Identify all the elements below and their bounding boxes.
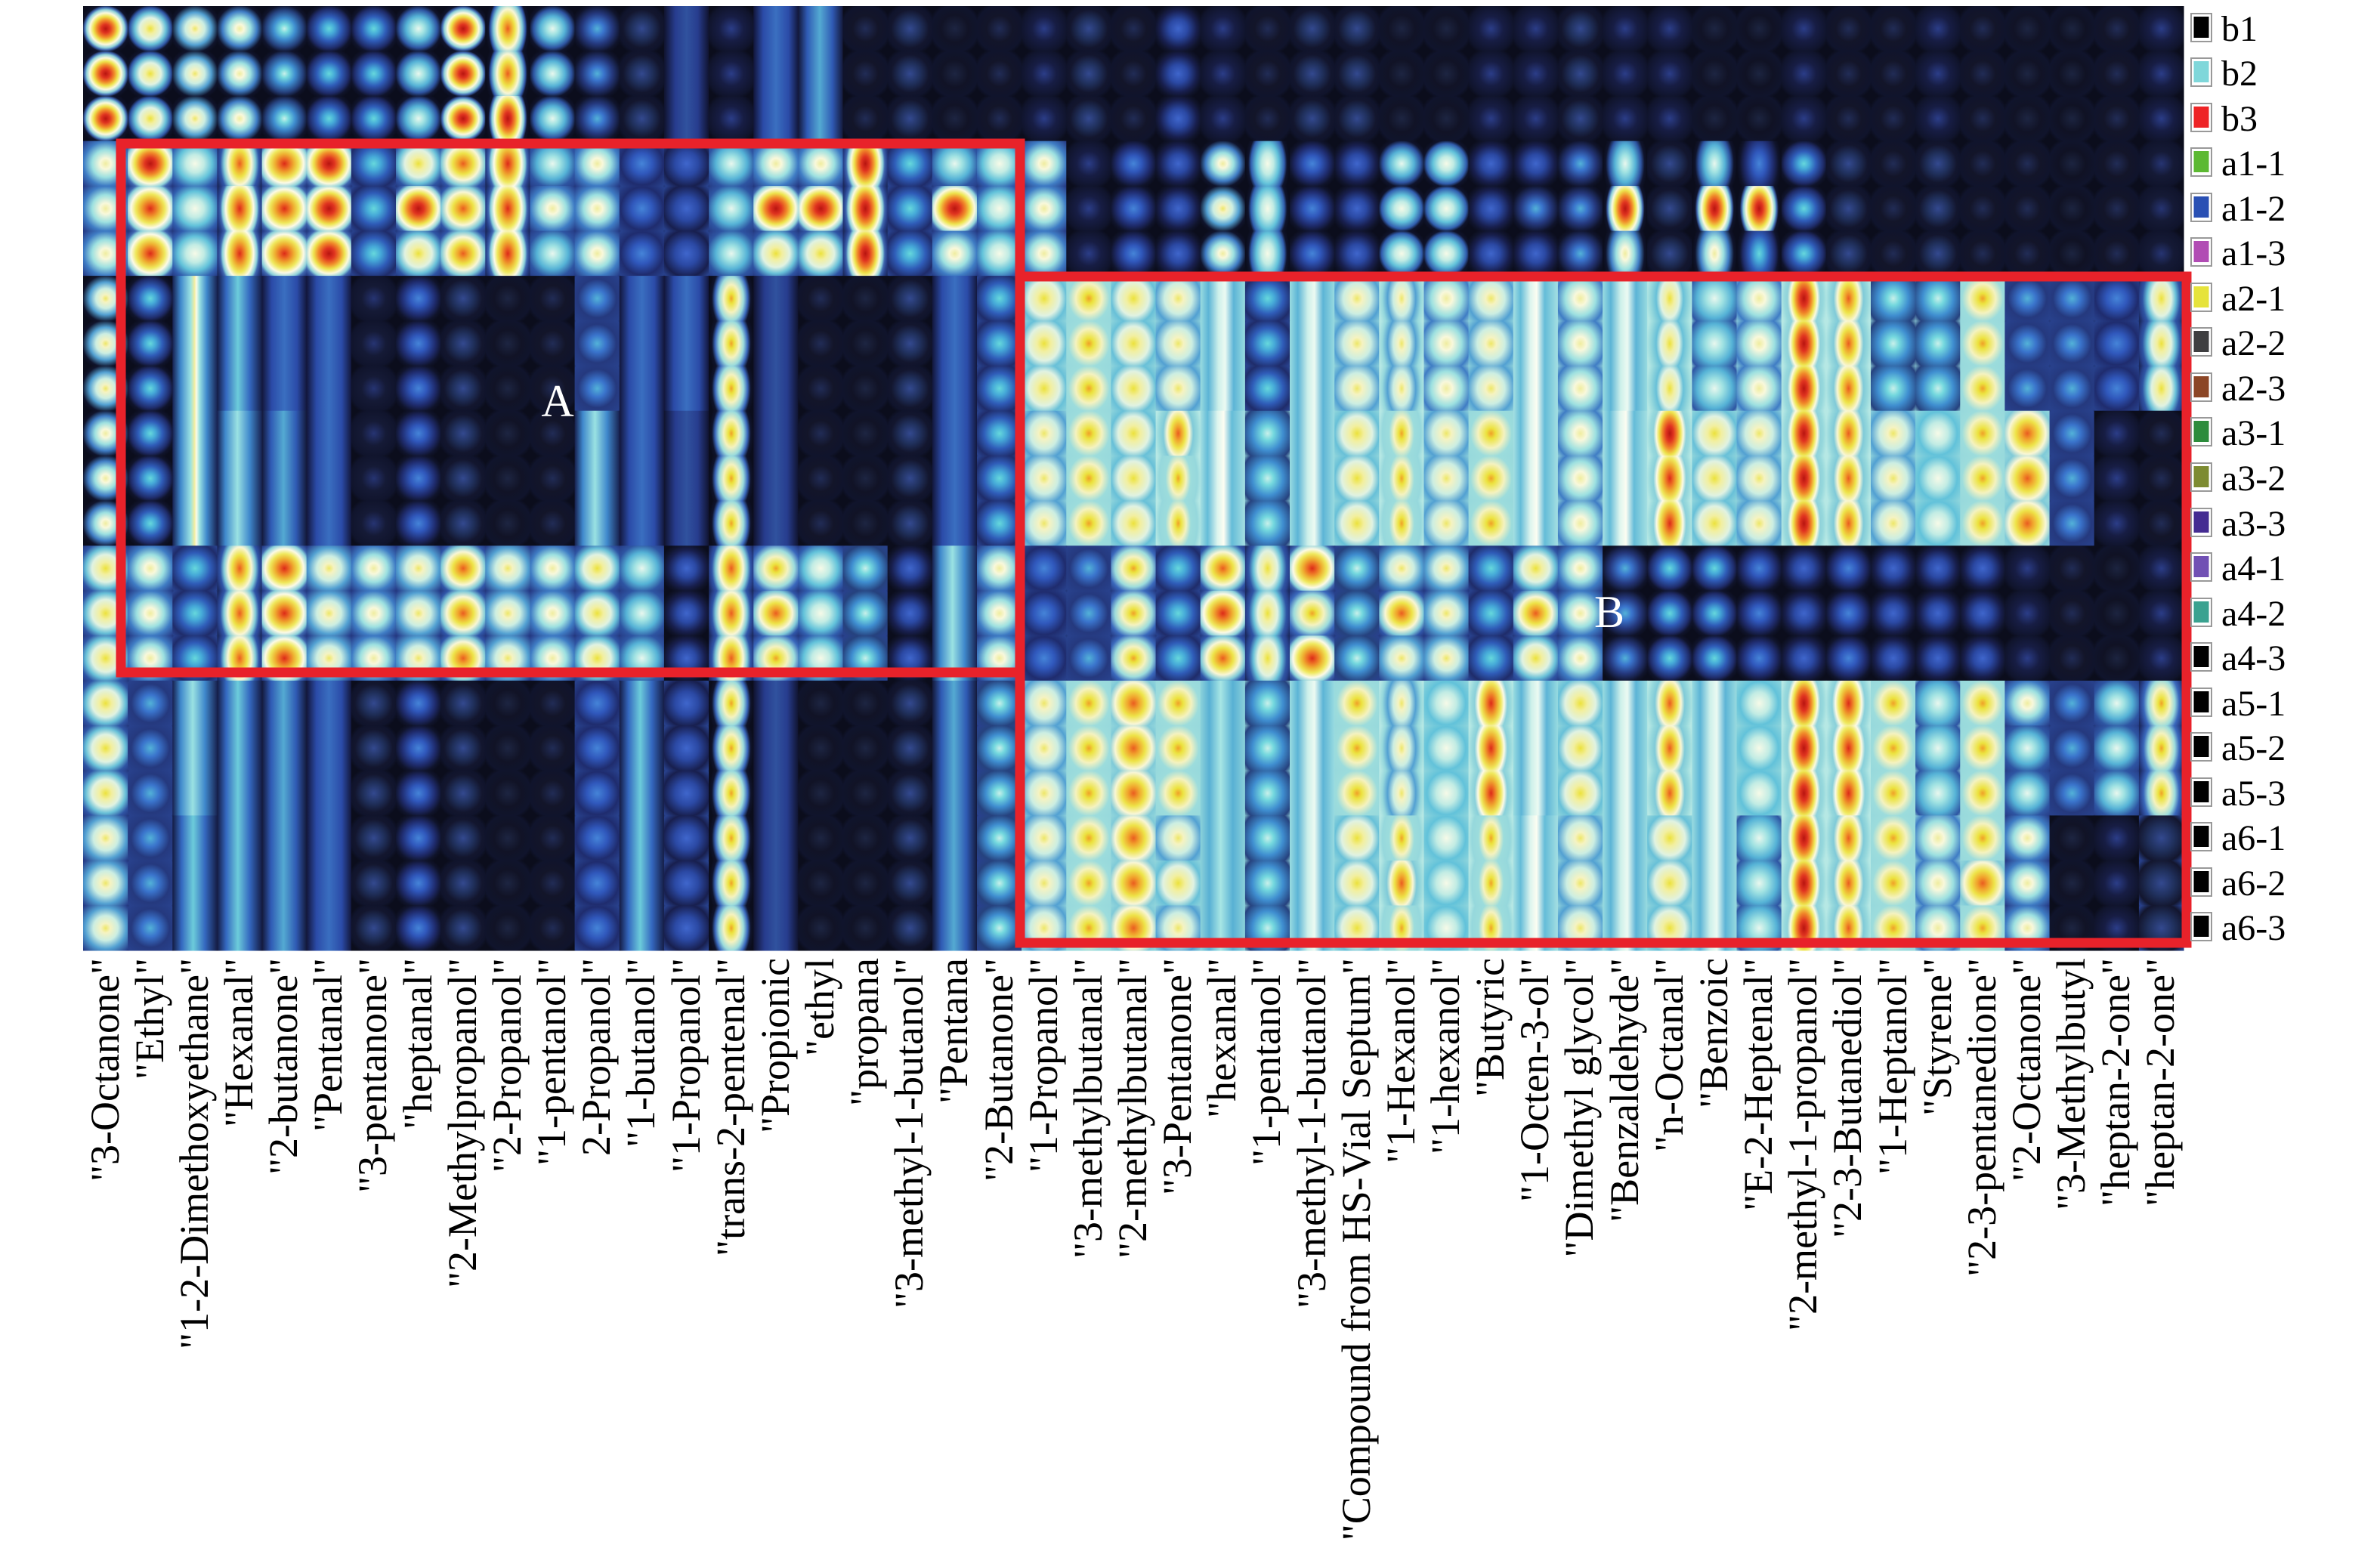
svg-text:"n-Octanal": "n-Octanal" <box>1646 958 1692 1152</box>
svg-text:"hexanal": "hexanal" <box>1199 958 1244 1118</box>
svg-text:"propana: "propana <box>842 958 887 1106</box>
svg-text:b2: b2 <box>2221 54 2258 94</box>
svg-text:a3-1: a3-1 <box>2221 413 2286 453</box>
svg-text:"1-Propanol": "1-Propanol" <box>663 958 709 1173</box>
svg-text:a5-3: a5-3 <box>2221 774 2286 814</box>
svg-text:"trans-2-pentenal": "trans-2-pentenal" <box>708 958 753 1256</box>
svg-text:"ethyl: "ethyl <box>797 958 842 1056</box>
svg-text:a1-2: a1-2 <box>2221 189 2286 229</box>
svg-text:"2-butanone": "2-butanone" <box>261 958 306 1175</box>
svg-text:"E-2-Heptenal": "E-2-Heptenal" <box>1736 958 1781 1211</box>
svg-text:"2-Propanol": "2-Propanol" <box>484 958 530 1173</box>
svg-text:"Butyric: "Butyric <box>1467 958 1513 1097</box>
svg-text:"2-Butanone": "2-Butanone" <box>976 958 1022 1182</box>
svg-text:"1-Propanol": "1-Propanol" <box>1021 958 1066 1173</box>
svg-text:a2-2: a2-2 <box>2221 323 2286 363</box>
svg-text:"3-methylbutanal": "3-methylbutanal" <box>1065 958 1111 1259</box>
svg-text:"Pentanal": "Pentanal" <box>305 958 351 1132</box>
svg-text:"1-butanol": "1-butanol" <box>618 958 663 1148</box>
svg-text:b1: b1 <box>2221 9 2258 49</box>
svg-text:b3: b3 <box>2221 99 2258 139</box>
svg-text:"2-methyl-1-propanol": "2-methyl-1-propanol" <box>1780 958 1825 1331</box>
svg-text:"2-3-pentanedione": "2-3-pentanedione" <box>1959 958 2004 1277</box>
svg-text:"Dimethyl glycol": "Dimethyl glycol" <box>1556 958 1602 1258</box>
svg-text:"3-Methylbutyl: "3-Methylbutyl <box>2048 958 2094 1210</box>
svg-text:"1-2-Dimethoxyethane": "1-2-Dimethoxyethane" <box>172 958 217 1349</box>
svg-text:"2-Methylpropanol": "2-Methylpropanol" <box>440 958 485 1288</box>
svg-text:a2-3: a2-3 <box>2221 369 2286 409</box>
svg-text:2-Propanol": 2-Propanol" <box>573 958 619 1156</box>
svg-text:A: A <box>541 376 573 426</box>
svg-text:a4-1: a4-1 <box>2221 548 2286 589</box>
svg-text:a2-1: a2-1 <box>2221 279 2286 319</box>
svg-text:"Propionic: "Propionic <box>753 958 798 1133</box>
svg-text:"2-Octanone": "2-Octanone" <box>2004 958 2049 1182</box>
svg-text:"3-Pentanone": "3-Pentanone" <box>1154 958 1200 1195</box>
svg-text:"3-Octanone": "3-Octanone" <box>82 958 128 1182</box>
svg-text:"heptan-2-one": "heptan-2-one" <box>2093 958 2138 1207</box>
svg-text:"3-methyl-1-butanol": "3-methyl-1-butanol" <box>1289 958 1334 1309</box>
svg-text:a6-2: a6-2 <box>2221 864 2286 904</box>
svg-text:"heptan-2-one": "heptan-2-one" <box>2137 958 2183 1207</box>
svg-text:"Hexanal": "Hexanal" <box>216 958 261 1127</box>
svg-text:a6-1: a6-1 <box>2221 818 2286 858</box>
svg-text:"Ethyl": "Ethyl" <box>127 958 172 1080</box>
svg-text:"1-Octen-3-ol": "1-Octen-3-ol" <box>1512 958 1557 1202</box>
svg-text:a5-2: a5-2 <box>2221 728 2286 768</box>
svg-text:"Benzaldehyde": "Benzaldehyde" <box>1602 958 1647 1222</box>
svg-text:"3-methyl-1-butanol": "3-methyl-1-butanol" <box>886 958 932 1309</box>
svg-text:a3-3: a3-3 <box>2221 504 2286 544</box>
svg-text:a1-1: a1-1 <box>2221 144 2286 184</box>
svg-text:"3-pentanone": "3-pentanone" <box>350 958 395 1193</box>
svg-text:"heptanal": "heptanal" <box>395 958 440 1129</box>
svg-text:a6-3: a6-3 <box>2221 908 2286 948</box>
svg-text:"1-hexanol": "1-hexanol" <box>1423 958 1468 1154</box>
svg-text:"Benzoic: "Benzoic <box>1691 958 1736 1108</box>
svg-text:a3-2: a3-2 <box>2221 459 2286 499</box>
svg-text:"1-Heptanol": "1-Heptanol" <box>1870 958 1915 1175</box>
svg-text:"Compound from HS-Vial Septum": "Compound from HS-Vial Septum" <box>1334 958 1379 1540</box>
svg-text:B: B <box>1594 587 1624 637</box>
svg-text:"1-pentanol": "1-pentanol" <box>529 958 574 1166</box>
svg-text:a1-3: a1-3 <box>2221 233 2286 273</box>
svg-text:a5-1: a5-1 <box>2221 684 2286 724</box>
svg-text:"1-Hexanol": "1-Hexanol" <box>1378 958 1423 1163</box>
svg-text:a4-3: a4-3 <box>2221 638 2286 678</box>
svg-text:"Styrene": "Styrene" <box>1915 958 1960 1116</box>
svg-text:"Pentana: "Pentana <box>931 958 976 1104</box>
svg-text:"1-pentanol": "1-pentanol" <box>1244 958 1289 1166</box>
svg-text:"2-3-Butanediol": "2-3-Butanediol" <box>1825 958 1870 1238</box>
svg-text:"2-methylbutanal": "2-methylbutanal" <box>1110 958 1155 1259</box>
svg-text:a4-2: a4-2 <box>2221 594 2286 634</box>
